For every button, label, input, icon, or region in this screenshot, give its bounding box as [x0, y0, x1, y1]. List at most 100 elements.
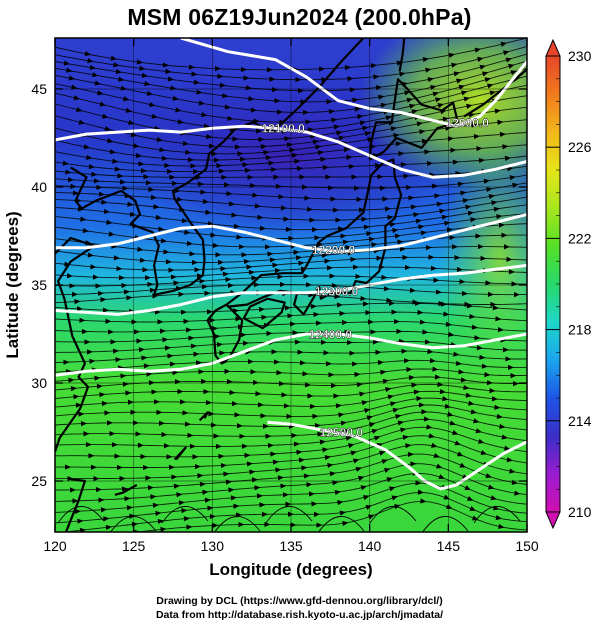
coastline-hokkaido — [368, 78, 459, 161]
coastline-kurils — [463, 68, 527, 118]
streamline-arrow — [421, 138, 428, 144]
streamline-arrow — [231, 212, 238, 218]
streamline-arrow — [277, 274, 284, 280]
streamline-arrow — [222, 271, 229, 277]
streamline-arrow — [492, 305, 499, 311]
streamline-arrow — [150, 494, 157, 500]
streamline-arrow — [275, 467, 282, 473]
streamline-arrow — [185, 149, 192, 155]
temperature-field: 12000.0 12100.0 12200.0 12300.0 12400.0 12500… — [55, 38, 527, 532]
contour-line — [267, 420, 527, 491]
streamline-arrow — [338, 412, 345, 418]
streamline-arrow — [370, 329, 377, 335]
streamline-arrow — [77, 518, 84, 524]
streamline-arrow — [358, 475, 365, 481]
streamline-arrow — [407, 451, 414, 458]
streamline-arrow — [155, 510, 162, 517]
streamline-arrow — [504, 155, 511, 161]
streamline-arrow — [266, 330, 273, 337]
streamline-arrow — [70, 386, 77, 392]
streamline-arrow — [227, 115, 234, 121]
streamline-arrow — [421, 409, 428, 415]
streamline-arrow — [220, 266, 227, 272]
streamline-arrow — [277, 475, 284, 481]
x-tick-label: 135 — [279, 538, 303, 554]
streamline-arrow — [439, 208, 446, 214]
streamline-arrow — [495, 515, 502, 521]
streamline-arrow — [361, 216, 368, 222]
streamline-arrow — [205, 399, 212, 406]
streamline-arrow — [426, 160, 433, 167]
streamline-arrow — [167, 76, 174, 82]
streamline-arrow — [436, 201, 443, 207]
streamline-arrow — [406, 97, 413, 103]
streamline-arrow — [359, 391, 366, 397]
streamline-arrow — [499, 423, 506, 429]
streamline — [422, 516, 469, 532]
streamline-arrow — [127, 201, 134, 207]
streamline-arrow — [170, 274, 177, 280]
streamline-arrow — [403, 173, 410, 179]
streamline-arrow — [72, 498, 79, 504]
streamline-arrow — [154, 399, 160, 405]
streamline-arrow — [147, 485, 154, 491]
streamline-arrow — [278, 194, 285, 200]
streamline-arrow — [234, 144, 241, 150]
y-tick-label: 35 — [31, 277, 47, 293]
streamline-arrow — [336, 302, 343, 308]
streamline-arrow — [500, 41, 507, 47]
streamline-arrow — [168, 464, 175, 470]
streamline-arrow — [374, 162, 381, 169]
streamline-arrow — [119, 179, 126, 185]
streamline-arrow — [274, 98, 281, 104]
streamline-arrow — [85, 441, 92, 448]
streamline-arrow — [462, 198, 469, 204]
streamline-arrow — [311, 227, 318, 233]
streamline-arrow — [416, 121, 423, 127]
streamline-arrow — [302, 371, 309, 377]
streamline-arrow — [78, 411, 85, 417]
streamline-arrow — [186, 240, 193, 247]
streamline-arrow — [272, 262, 279, 268]
streamline-arrow — [216, 163, 223, 169]
streamline-arrow — [298, 457, 305, 463]
streamline-arrow — [350, 450, 357, 456]
streamline-arrow — [128, 119, 135, 125]
streamline-arrow — [332, 480, 339, 486]
streamline-arrow — [432, 366, 439, 372]
streamline-arrow — [64, 464, 71, 470]
streamline-arrow — [298, 260, 305, 266]
streamline-arrow — [88, 163, 95, 170]
contour-line — [180, 38, 527, 128]
streamline-arrow — [332, 207, 339, 213]
streamline-arrow — [239, 156, 246, 162]
streamline-arrow — [424, 339, 431, 345]
streamline-arrow — [176, 196, 183, 202]
streamline-arrow — [395, 141, 402, 147]
streamline-arrow — [94, 80, 101, 86]
streamline-arrow — [352, 264, 359, 270]
streamline-arrow — [248, 96, 255, 102]
streamline-arrow — [434, 374, 441, 380]
streamline-arrow — [86, 154, 93, 160]
streamline-arrow — [187, 157, 194, 163]
streamline-arrow — [338, 135, 345, 141]
streamline-arrow — [389, 486, 396, 492]
streamline-arrow — [197, 473, 204, 479]
streamline-arrow — [269, 257, 276, 263]
streamline-arrow — [149, 287, 156, 293]
streamline-arrow — [250, 369, 257, 375]
streamline-arrow — [93, 476, 100, 482]
streamline-arrow — [489, 388, 496, 394]
streamline-arrow — [486, 186, 493, 193]
streamline-arrow — [356, 196, 363, 203]
streamline — [473, 506, 521, 524]
streamline-arrow — [435, 289, 442, 295]
streamline-arrow — [81, 328, 88, 335]
streamline-arrow — [337, 499, 344, 506]
streamline-arrow — [508, 269, 515, 275]
streamline-arrow — [196, 273, 203, 279]
coastline-sakhalin — [398, 38, 406, 72]
streamline-arrow — [181, 218, 188, 224]
streamline-arrow — [151, 113, 158, 119]
